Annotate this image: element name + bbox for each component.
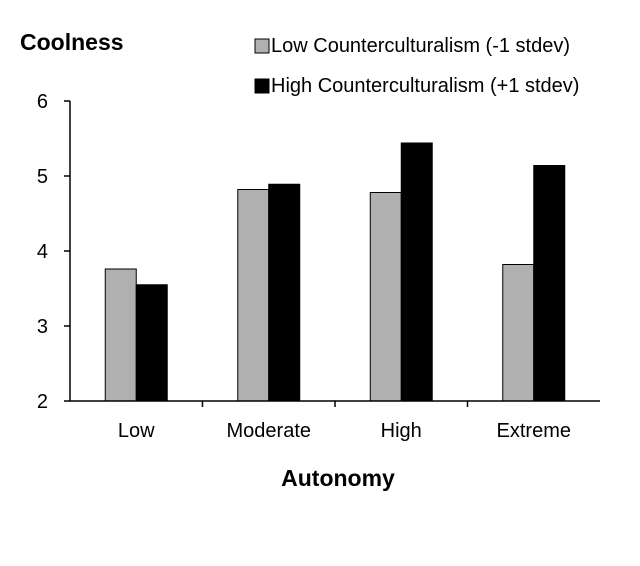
- x-category-label: Low: [118, 420, 155, 442]
- x-category-label: High: [381, 420, 422, 442]
- bar-low-counterculturalism: [369, 192, 402, 402]
- legend-swatch: [254, 38, 270, 54]
- x-axis-title: Autonomy: [281, 465, 395, 491]
- y-tick-label: 4: [37, 241, 48, 263]
- bar-low-counterculturalism: [237, 189, 270, 402]
- y-axis-ticks: 2 3 4 5 6: [37, 91, 70, 413]
- y-tick-label: 2: [37, 391, 48, 413]
- legend-label: Low Counterculturalism (-1 stdev): [271, 35, 570, 57]
- bar-high-counterculturalism: [533, 165, 566, 402]
- x-axis-ticks: Low Moderate High Extreme: [118, 401, 571, 442]
- bar-low-counterculturalism: [104, 268, 137, 402]
- x-category-label: Moderate: [227, 420, 312, 442]
- plot-area: 2 3 4 5 6 Low Moderate High Extreme: [37, 91, 600, 442]
- legend-label: High Counterculturalism (+1 stdev): [271, 75, 579, 97]
- bar-low-counterculturalism: [502, 264, 535, 402]
- y-tick-label: 3: [37, 316, 48, 338]
- legend-swatch: [254, 78, 270, 94]
- bar-high-counterculturalism: [135, 284, 168, 402]
- legend: Low Counterculturalism (-1 stdev) High Co…: [254, 35, 579, 97]
- y-tick-label: 5: [37, 166, 48, 188]
- x-category-label: Extreme: [497, 420, 571, 442]
- bar-high-counterculturalism: [268, 183, 301, 402]
- y-axis-title: Coolness: [20, 29, 124, 55]
- bar-high-counterculturalism: [400, 142, 433, 402]
- y-tick-label: 6: [37, 91, 48, 113]
- bars: [104, 142, 566, 402]
